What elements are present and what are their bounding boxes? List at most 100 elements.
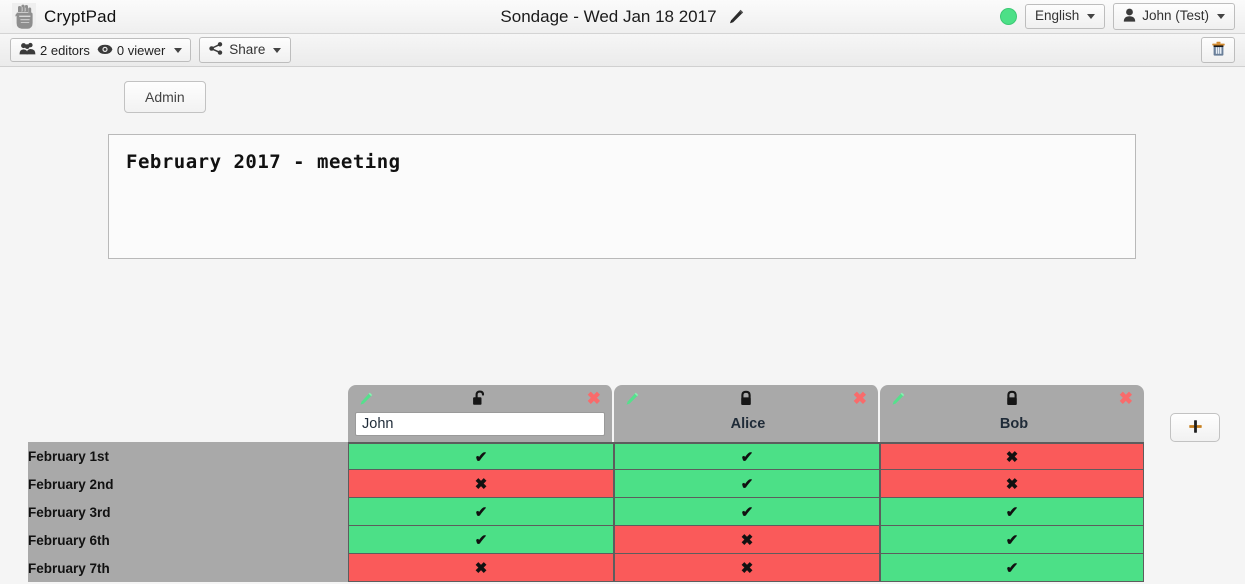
pencil-icon[interactable] (727, 8, 745, 26)
eye-icon (97, 43, 113, 58)
poll-table-head: ✖ (28, 385, 1144, 442)
poll-column-name-area-2: Bob (880, 412, 1144, 442)
sub-toolbar: 2 editors 0 viewer Share (0, 34, 1245, 67)
poll-cell-3-2[interactable]: ✔ (880, 526, 1144, 554)
language-dropdown[interactable]: English (1024, 4, 1106, 29)
viewers-group: 0 viewer (97, 43, 165, 58)
vote-mark: ✖ (474, 475, 488, 493)
poll-cell-4-0[interactable]: ✖ (348, 554, 614, 582)
topbar-right-group: English John (Test) (999, 2, 1245, 31)
poll-cell-2-2[interactable]: ✔ (880, 498, 1144, 526)
raised-fist-logo-icon (12, 2, 36, 31)
main-content: Admin February 2017 - meeting (0, 67, 1245, 582)
chevron-down-icon (1217, 14, 1225, 19)
pencil-icon[interactable] (891, 391, 906, 406)
lock-icon[interactable] (1005, 390, 1019, 407)
poll-column-name-label-1: Alice (730, 416, 766, 432)
admin-row: Admin (0, 67, 1245, 113)
vote-mark: ✔ (1005, 531, 1019, 549)
editors-count-label: 2 editors (40, 42, 90, 58)
vote-mark: ✔ (1005, 559, 1019, 577)
poll-column-controls-0: ✖ (348, 385, 612, 412)
presence-dropdown[interactable]: 2 editors 0 viewer (10, 38, 192, 62)
poll-description-box[interactable]: February 2017 - meeting (108, 134, 1136, 259)
vote-mark: ✔ (474, 448, 488, 466)
poll-cell-1-0[interactable]: ✖ (348, 470, 614, 498)
poll-cell-0-2[interactable]: ✖ (880, 442, 1144, 470)
poll-cell-0-1[interactable]: ✔ (614, 442, 880, 470)
poll-cell-3-0[interactable]: ✔ (348, 526, 614, 554)
table-row: February 7th ✖ ✖ ✔ (28, 554, 1144, 582)
close-icon[interactable]: ✖ (586, 389, 601, 408)
user-icon (1123, 8, 1136, 26)
delete-pad-button[interactable] (1201, 37, 1235, 63)
vote-mark: ✔ (740, 448, 754, 466)
poll-cell-1-1[interactable]: ✔ (614, 470, 880, 498)
brand: CryptPad (0, 2, 117, 31)
vote-mark: ✖ (1005, 448, 1019, 466)
page-title: Sondage - Wed Jan 18 2017 (500, 6, 717, 26)
poll-column-name-label-2: Bob (999, 416, 1029, 432)
add-column-wrap (1170, 413, 1220, 442)
viewers-count-label: 0 viewer (116, 42, 166, 58)
poll-column-name-area-1: Alice (614, 412, 878, 442)
table-row: February 3rd ✔ ✔ ✔ (28, 498, 1144, 526)
poll-column-header-1: ✖ Alice (614, 385, 880, 442)
pencil-icon[interactable] (625, 391, 640, 406)
poll-cell-4-2[interactable]: ✔ (880, 554, 1144, 582)
table-row: February 6th ✔ ✖ ✔ (28, 526, 1144, 554)
vote-mark: ✔ (740, 475, 754, 493)
poll-table-body: February 1st ✔ ✔ ✖ February 2nd ✖ ✔ ✖ Fe… (28, 442, 1144, 582)
add-column-button[interactable] (1170, 413, 1220, 442)
poll-row-label-3: February 6th (28, 526, 348, 554)
user-menu-dropdown[interactable]: John (Test) (1113, 2, 1235, 31)
poll-row-label-1: February 2nd (28, 470, 348, 498)
pencil-icon[interactable] (359, 391, 374, 406)
user-name-label: John (Test) (1142, 8, 1209, 24)
chevron-down-icon (273, 47, 282, 53)
vote-mark: ✖ (740, 559, 754, 577)
close-icon[interactable]: ✖ (852, 389, 867, 408)
poll-table: ✖ (28, 385, 1144, 582)
trash-icon (1211, 41, 1226, 60)
share-button[interactable]: Share (199, 36, 292, 64)
connection-status-indicator (999, 8, 1017, 25)
poll-row-label-4: February 7th (28, 554, 348, 582)
poll-table-wrap: ✖ (28, 385, 1220, 582)
poll-row-label-2: February 3rd (28, 498, 348, 526)
poll-column-name-input-0[interactable] (355, 412, 605, 436)
poll-column-header-2: ✖ Bob (880, 385, 1144, 442)
vote-mark: ✔ (740, 503, 754, 521)
plus-icon (1188, 419, 1203, 437)
poll-corner-cell (28, 385, 348, 442)
vote-mark: ✖ (474, 559, 488, 577)
admin-button[interactable]: Admin (124, 81, 206, 113)
poll-row-label-0: February 1st (28, 442, 348, 470)
poll-column-controls-1: ✖ (614, 385, 878, 412)
users-icon (19, 42, 36, 58)
poll-cell-2-1[interactable]: ✔ (614, 498, 880, 526)
poll-cell-0-0[interactable]: ✔ (348, 442, 614, 470)
poll-column-header-0: ✖ (348, 385, 614, 442)
lock-icon[interactable] (739, 390, 753, 407)
poll-column-controls-2: ✖ (880, 385, 1144, 412)
poll-description-text: February 2017 - meeting (126, 151, 401, 173)
document-title-area: Sondage - Wed Jan 18 2017 (0, 7, 1245, 27)
chevron-down-icon (174, 47, 183, 53)
poll-cell-3-1[interactable]: ✖ (614, 526, 880, 554)
poll-cell-4-1[interactable]: ✖ (614, 554, 880, 582)
vote-mark: ✔ (474, 531, 488, 549)
editors-group: 2 editors (19, 42, 90, 58)
close-icon[interactable]: ✖ (1118, 389, 1133, 408)
brand-name: CryptPad (44, 6, 117, 26)
poll-cell-2-0[interactable]: ✔ (348, 498, 614, 526)
unlock-icon[interactable] (472, 390, 488, 407)
poll-cell-1-2[interactable]: ✖ (880, 470, 1144, 498)
share-icon (209, 41, 223, 59)
top-toolbar: CryptPad Sondage - Wed Jan 18 2017 Engli… (0, 0, 1245, 34)
language-label: English (1034, 8, 1080, 24)
table-row: February 2nd ✖ ✔ ✖ (28, 470, 1144, 498)
poll-header-row: ✖ (28, 385, 1144, 442)
poll-column-name-area-0 (348, 412, 612, 442)
share-label: Share (229, 41, 266, 57)
